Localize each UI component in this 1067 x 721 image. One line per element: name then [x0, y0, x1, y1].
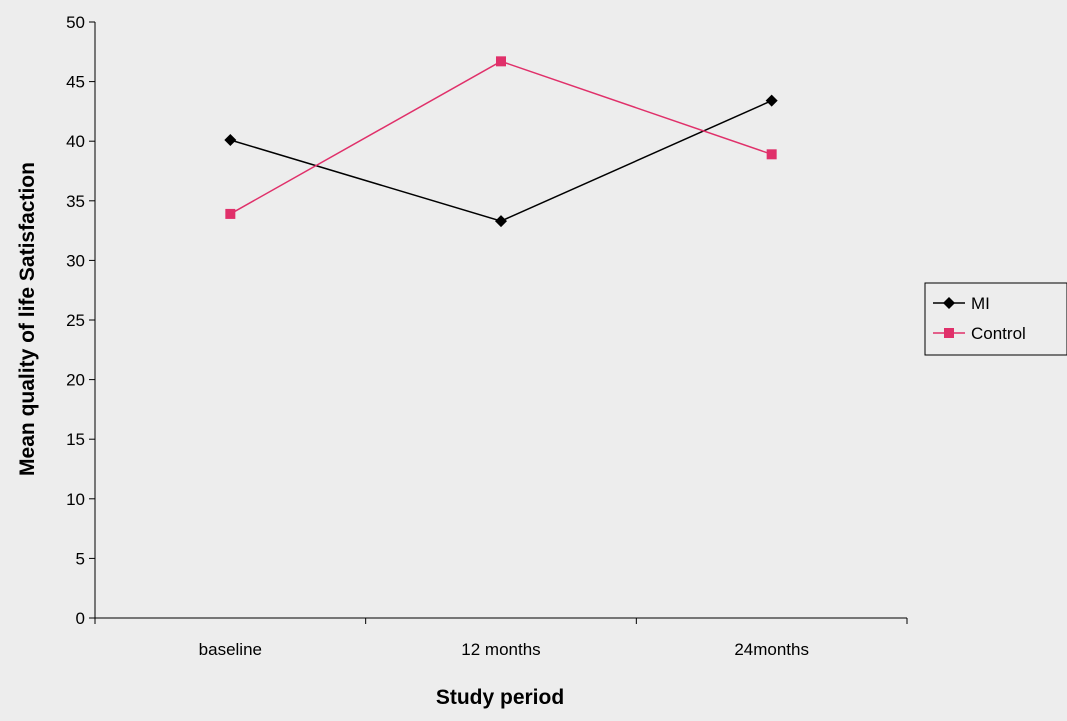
y-tick-label: 45	[66, 73, 85, 92]
legend-label-control: Control	[971, 324, 1026, 343]
y-tick-label: 35	[66, 192, 85, 211]
x-tick-label: baseline	[199, 640, 262, 659]
series-lines	[224, 56, 778, 228]
legend-box	[924, 282, 1067, 356]
y-axis-title: Mean quality of life Satisfaction	[16, 162, 39, 476]
x-axis-title: Study period	[436, 686, 564, 709]
series-mi	[224, 94, 778, 228]
legend-item-control: Control	[933, 324, 1026, 343]
series-line-mi	[230, 99, 772, 222]
legend: MI Control	[924, 282, 1067, 356]
data-point-mi	[495, 215, 507, 228]
y-axis: 0 5 10 15 20 25 30 35 40 45 50	[66, 13, 96, 628]
data-point-control	[766, 149, 777, 160]
y-tick-label: 15	[66, 430, 85, 449]
y-tick-label: 30	[66, 251, 85, 270]
legend-marker-mi	[943, 297, 955, 309]
x-tick-label: 24months	[734, 640, 809, 659]
y-tick-label: 10	[66, 490, 85, 509]
legend-label-mi: MI	[971, 294, 990, 313]
y-tick-label: 20	[66, 371, 85, 390]
legend-marker-control	[944, 328, 954, 338]
legend-item-mi: MI	[933, 294, 990, 313]
y-tick-label: 40	[66, 132, 85, 151]
series-control	[225, 56, 777, 219]
data-point-control	[225, 208, 236, 219]
series-line-control	[229, 60, 772, 215]
y-tick-label: 5	[76, 549, 85, 568]
x-axis: baseline 12 months 24months	[94, 617, 908, 659]
data-point-mi	[224, 134, 237, 147]
y-tick-label: 25	[66, 311, 85, 330]
y-tick-label: 0	[76, 609, 85, 628]
data-point-control	[496, 56, 506, 67]
x-tick-label: 12 months	[461, 640, 540, 659]
data-point-mi	[765, 94, 778, 107]
y-tick-label: 50	[66, 13, 85, 32]
